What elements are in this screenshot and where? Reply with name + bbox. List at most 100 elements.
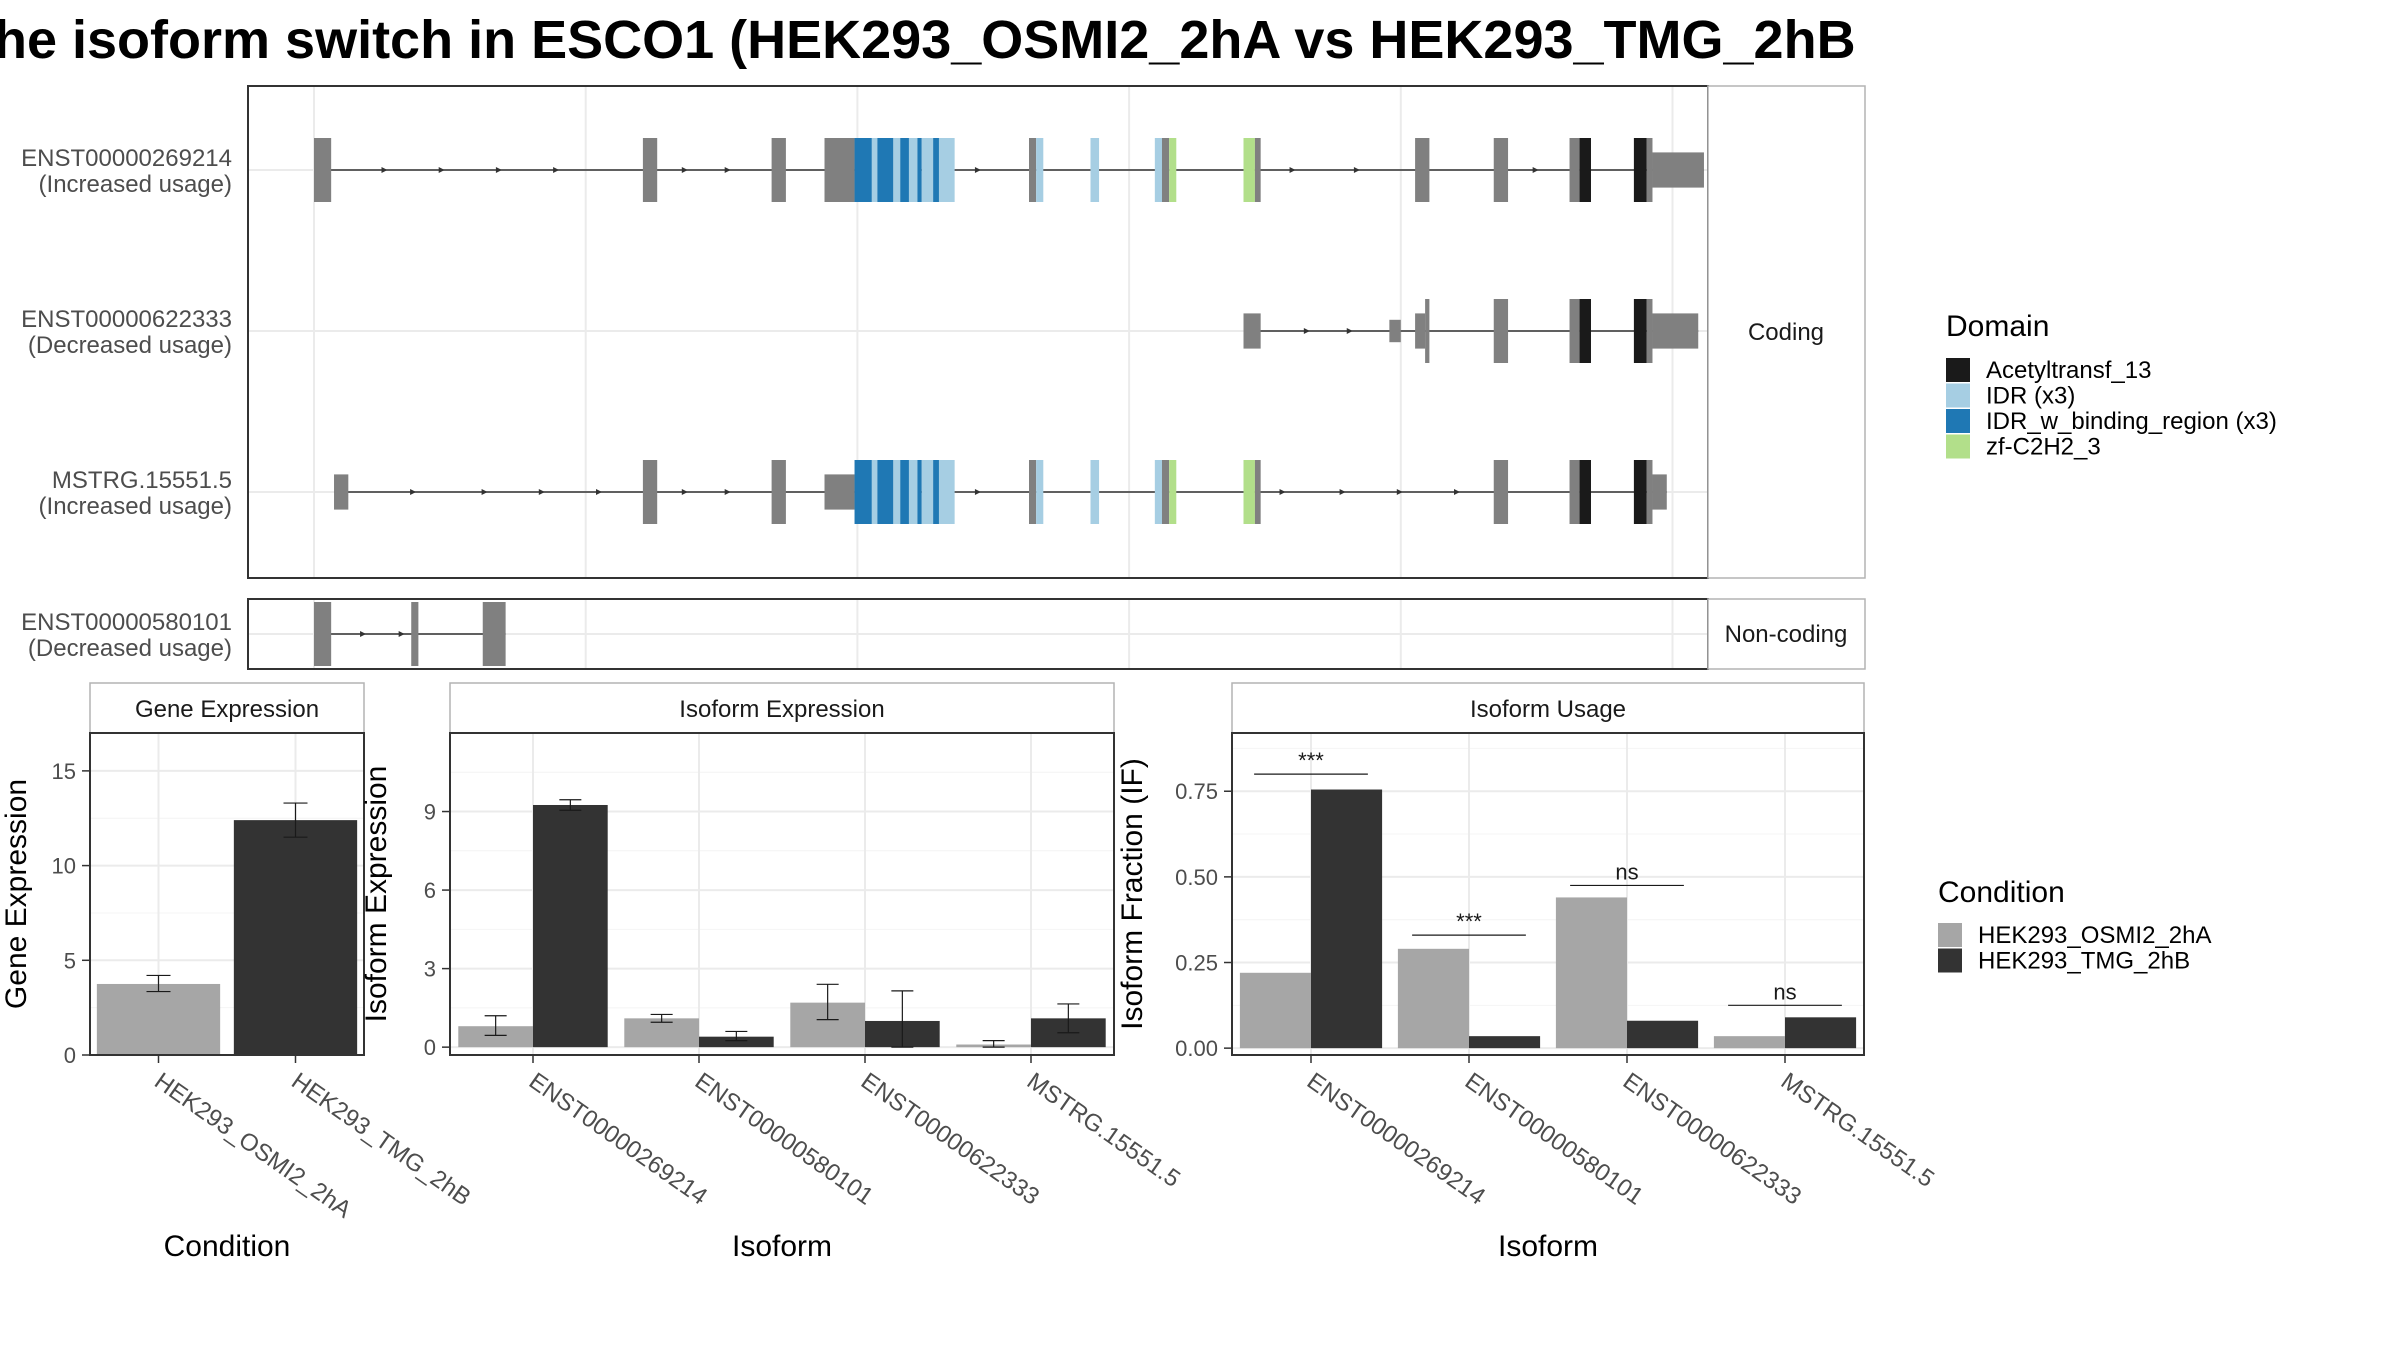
strand-arrow bbox=[681, 167, 688, 173]
x-axis-title: Isoform bbox=[1498, 1230, 1598, 1263]
domain-block bbox=[1243, 138, 1255, 202]
exon-block bbox=[771, 460, 786, 524]
legend-title: Condition bbox=[1938, 876, 2065, 909]
bar bbox=[1397, 948, 1469, 1049]
y-tick-label: 15 bbox=[52, 759, 76, 784]
domain-block bbox=[908, 460, 918, 524]
exon-block bbox=[1569, 138, 1580, 202]
strand-arrow bbox=[724, 167, 731, 173]
exon-block bbox=[1646, 299, 1653, 363]
domain-block bbox=[1036, 460, 1044, 524]
bar bbox=[624, 1018, 699, 1048]
x-tick-label: ENST00000622333 bbox=[856, 1068, 1044, 1211]
exon-block bbox=[1254, 138, 1261, 202]
y-tick-label: 5 bbox=[64, 948, 76, 973]
strand-arrow bbox=[974, 167, 981, 173]
legend-label: zf-C2H2_3 bbox=[1986, 434, 2101, 461]
structure-panel: ENST00000580101(Decreased usage) Non-codi… bbox=[21, 598, 1866, 670]
y-axis-title: Isoform Expression bbox=[360, 766, 393, 1023]
exon-block bbox=[1652, 313, 1699, 349]
strand-arrow bbox=[495, 167, 502, 173]
domain-block bbox=[1090, 460, 1100, 524]
usage-label: (Decreased usage) bbox=[28, 332, 232, 359]
domain-block bbox=[893, 138, 901, 202]
bar bbox=[533, 804, 608, 1048]
exon-block bbox=[1569, 299, 1580, 363]
legend-swatch bbox=[1938, 948, 1962, 973]
exon-block bbox=[1243, 313, 1261, 349]
exon-block bbox=[1569, 460, 1580, 524]
bar bbox=[458, 1026, 533, 1048]
domain-block bbox=[1090, 138, 1100, 202]
exon-block bbox=[411, 602, 419, 666]
legend-swatch bbox=[1946, 434, 1970, 459]
isoform-id-label: ENST00000269214 bbox=[21, 145, 232, 172]
y-tick-label: 0.50 bbox=[1175, 865, 1218, 890]
strand-arrow bbox=[1279, 489, 1286, 495]
exon-block bbox=[1415, 138, 1430, 202]
bar bbox=[1311, 789, 1383, 1049]
significance-label: *** bbox=[1298, 748, 1324, 773]
exon-block bbox=[1493, 299, 1509, 363]
exon-block bbox=[1029, 138, 1037, 202]
panel-border bbox=[89, 732, 365, 1056]
exon-block bbox=[642, 460, 658, 524]
exon-block bbox=[334, 474, 349, 510]
legend-swatch bbox=[1946, 383, 1970, 408]
bar bbox=[233, 820, 358, 1055]
exon-block bbox=[824, 474, 855, 510]
legend-label: IDR_w_binding_region (x3) bbox=[1986, 408, 2277, 435]
domain-block bbox=[1169, 138, 1177, 202]
usage-label: (Increased usage) bbox=[39, 171, 232, 198]
chart-panel: Isoform Usage0.000.250.500.75******nsnsE… bbox=[1116, 682, 1939, 1263]
y-tick-label: 10 bbox=[52, 854, 76, 879]
exon-block bbox=[1425, 299, 1430, 363]
strand-arrow bbox=[681, 489, 688, 495]
strand-arrow bbox=[724, 489, 731, 495]
strand-arrow bbox=[381, 167, 388, 173]
exon-block bbox=[1493, 460, 1509, 524]
strand-arrow bbox=[1454, 489, 1460, 495]
exon-block bbox=[1493, 138, 1509, 202]
strand-arrow bbox=[1353, 167, 1360, 173]
strand-arrow bbox=[1339, 489, 1346, 495]
domain-block bbox=[1633, 299, 1647, 363]
chart-panel: Gene Expression051015HEK293_OSMI2_2hAHEK… bbox=[0, 682, 476, 1263]
x-axis-title: Condition bbox=[164, 1230, 291, 1263]
bar bbox=[1469, 1036, 1541, 1049]
domain-block bbox=[1154, 138, 1162, 202]
significance-label: ns bbox=[1773, 979, 1796, 1004]
legend-label: IDR (x3) bbox=[1986, 383, 2075, 410]
exon-block bbox=[314, 602, 332, 666]
exon-block bbox=[824, 138, 855, 202]
legend-label: HEK293_OSMI2_2hA bbox=[1978, 922, 2211, 949]
legend-swatch bbox=[1938, 923, 1962, 947]
y-tick-label: 0.75 bbox=[1175, 779, 1218, 804]
domain-block bbox=[1579, 299, 1591, 363]
chart-panel: Isoform Expression0369ENST00000269214ENS… bbox=[360, 682, 1185, 1263]
exon-block bbox=[1029, 460, 1037, 524]
domain-block bbox=[1154, 460, 1162, 524]
domain-block bbox=[893, 460, 901, 524]
domain-block bbox=[871, 460, 878, 524]
chart-title: Isoform Expression bbox=[679, 696, 884, 723]
y-tick-label: 3 bbox=[424, 957, 436, 982]
figure-title: he isoform switch in ESCO1 (HEK293_OSMI2… bbox=[0, 10, 1856, 70]
legend-label: Acetyltransf_13 bbox=[1986, 357, 2151, 384]
x-axis-title: Isoform bbox=[732, 1230, 832, 1263]
strand-arrow bbox=[974, 489, 981, 495]
domain-block bbox=[1633, 460, 1647, 524]
bar bbox=[1555, 897, 1627, 1049]
bar bbox=[1239, 972, 1311, 1049]
strand-arrow bbox=[481, 489, 488, 495]
bar bbox=[1627, 1020, 1699, 1049]
y-tick-label: 0 bbox=[424, 1035, 436, 1060]
isoform-id-label: ENST00000580101 bbox=[21, 609, 232, 636]
y-tick-label: 0.00 bbox=[1175, 1036, 1218, 1061]
strand-arrow bbox=[398, 631, 405, 637]
y-tick-label: 0.25 bbox=[1175, 951, 1218, 976]
facet-strip-label: Non-coding bbox=[1725, 621, 1848, 648]
x-tick-label: MSTRG.15551.5 bbox=[1022, 1068, 1185, 1193]
